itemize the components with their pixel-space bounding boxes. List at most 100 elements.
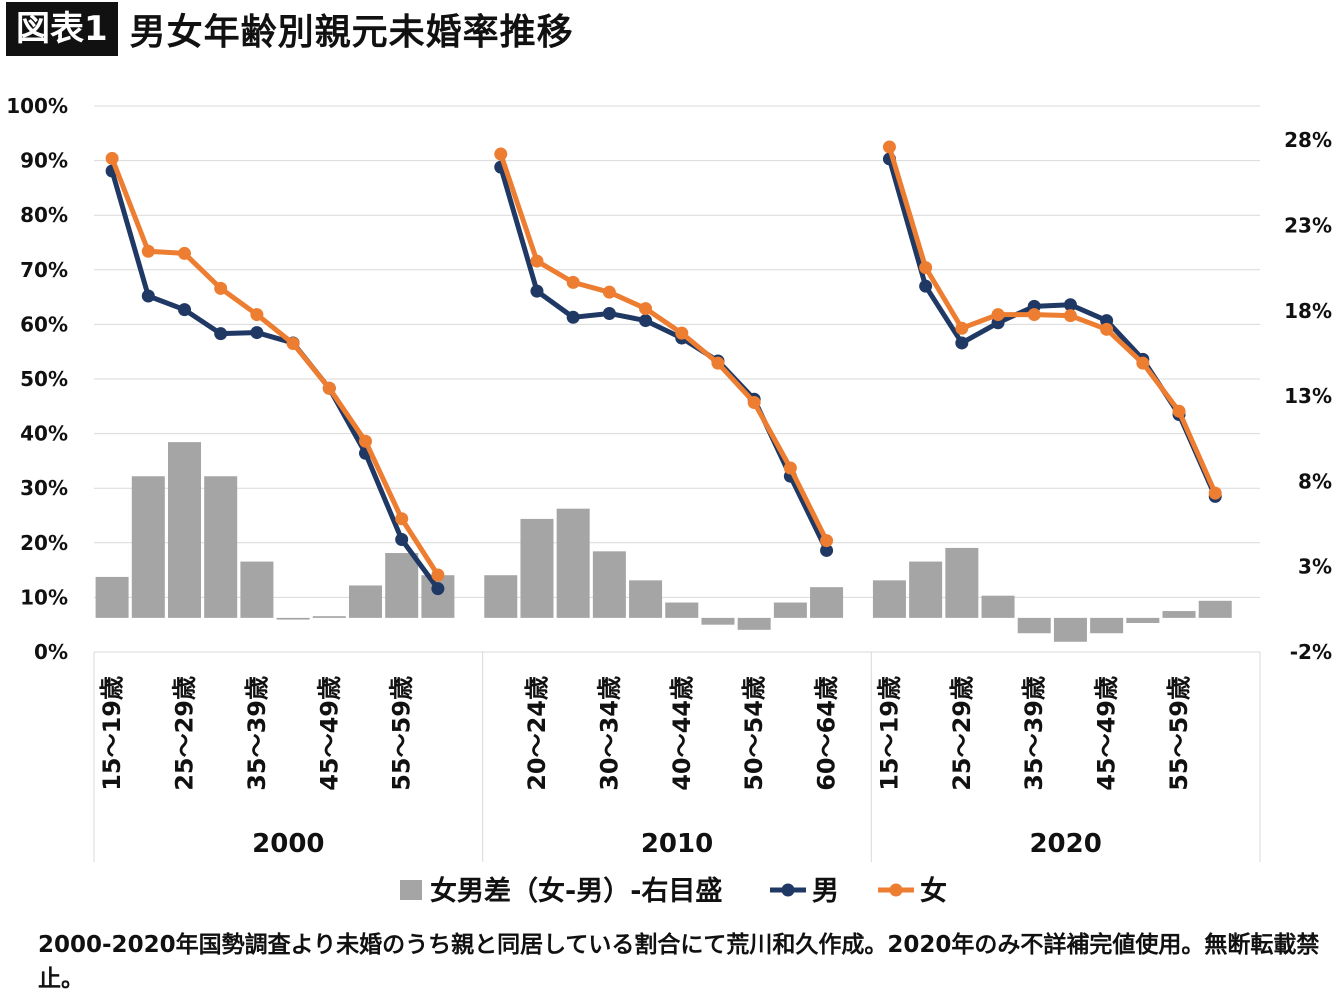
- female-series-line: [109, 157, 441, 577]
- female-point: [602, 285, 616, 299]
- diff-bar: [168, 442, 201, 618]
- x-tick-label: 40～44歳: [668, 676, 696, 791]
- group-year-label: 2010: [641, 829, 713, 859]
- diff-bar: [484, 575, 518, 618]
- male-point: [820, 543, 834, 557]
- female-point: [1136, 356, 1150, 370]
- female-point: [820, 534, 834, 548]
- female-point: [286, 337, 300, 351]
- male-point: [919, 279, 933, 293]
- y-left-tick-label: 60%: [20, 312, 68, 336]
- y-left-tick-label: 40%: [20, 422, 68, 446]
- group-year-label: 2000: [252, 829, 324, 859]
- y-right-tick-label: 8%: [1298, 469, 1332, 493]
- x-tick-label: 35～39歳: [1020, 676, 1048, 791]
- x-tick-label: 25～29歳: [171, 676, 199, 791]
- diff-bar: [520, 518, 554, 618]
- diff-bar: [665, 602, 699, 618]
- male-point: [639, 314, 653, 328]
- y-right-tick-label: 13%: [1284, 384, 1332, 408]
- y-left-tick-label: 70%: [20, 258, 68, 282]
- title-row: 図表1 男女年齢別親元未婚率推移: [0, 0, 574, 58]
- male-series-line: [498, 166, 829, 552]
- male-point: [141, 289, 155, 303]
- figure-label: 図表1: [6, 2, 118, 56]
- female-point: [711, 356, 725, 370]
- y-left-tick-label: 30%: [20, 476, 68, 500]
- female-point: [955, 321, 969, 335]
- diff-bar: [349, 585, 382, 618]
- diff-bar: [945, 547, 979, 618]
- female-point: [566, 275, 580, 289]
- x-tick-label: 15～19歳: [875, 676, 903, 791]
- female-point: [1027, 308, 1041, 322]
- diff-bar: [1053, 617, 1087, 642]
- female-point: [395, 512, 409, 526]
- male-point: [431, 582, 445, 596]
- diff-bar: [701, 617, 735, 625]
- diff-bar: [312, 616, 346, 618]
- y-left-tick-label: 80%: [20, 203, 68, 227]
- female-point: [1063, 309, 1077, 323]
- female-point: [919, 261, 933, 275]
- y-right-tick-label: 3%: [1298, 555, 1332, 579]
- diff-bar: [276, 617, 310, 620]
- female-point: [178, 246, 191, 260]
- female-point: [431, 568, 445, 582]
- female-point: [105, 151, 119, 165]
- female-point: [639, 302, 653, 316]
- diff-bar: [1198, 600, 1232, 618]
- diff-bar: [1017, 617, 1051, 634]
- x-tick-label: 55～59歳: [388, 676, 416, 791]
- diff-bar: [629, 580, 663, 618]
- female-point: [141, 244, 155, 258]
- male-series-line: [109, 170, 440, 591]
- female-point: [675, 326, 689, 340]
- chart-title: 男女年齢別親元未婚率推移: [129, 12, 574, 53]
- male-series-line: [887, 158, 1218, 498]
- y-right-tick-label: 18%: [1284, 299, 1332, 323]
- female-point: [322, 381, 336, 395]
- y-left-tick-label: 90%: [20, 149, 68, 173]
- diff-bar: [95, 576, 129, 618]
- female-point: [747, 395, 761, 409]
- male-point: [955, 336, 969, 350]
- y-right-tick-label: 23%: [1284, 213, 1332, 237]
- legend-label: 女: [920, 875, 947, 907]
- male-point: [214, 327, 228, 341]
- male-point: [566, 310, 580, 324]
- x-tick-label: 20～24歳: [523, 676, 551, 791]
- male-point: [250, 326, 264, 340]
- diff-bar: [1126, 617, 1160, 623]
- diff-bar: [1090, 617, 1124, 634]
- diff-bar: [737, 617, 771, 630]
- diff-bar: [131, 476, 165, 618]
- female-series-line: [498, 153, 829, 542]
- x-tick-label: 60～64歳: [813, 676, 841, 791]
- y-left-tick-label: 10%: [20, 585, 68, 609]
- diff-bar: [810, 587, 844, 618]
- female-point: [1172, 404, 1186, 418]
- diff-bar: [872, 580, 906, 618]
- male-point: [530, 284, 544, 298]
- female-point: [250, 308, 264, 322]
- diff-bar: [1162, 611, 1196, 618]
- female-series-line: [887, 146, 1218, 495]
- legend-swatch-bar: [400, 880, 422, 900]
- diff-bar: [909, 561, 943, 618]
- x-tick-label: 30～34歳: [595, 676, 623, 791]
- diff-bar: [421, 575, 455, 618]
- female-point: [783, 461, 797, 475]
- legend-swatch-marker: [889, 883, 903, 897]
- x-tick-label: 45～49歳: [315, 676, 343, 791]
- female-point: [530, 254, 544, 268]
- y-left-tick-label: 0%: [34, 640, 68, 664]
- footnote: 2000-2020年国勢調査より未婚のうち親と同居している割合にて荒川和久作成。…: [38, 932, 1320, 992]
- x-tick-label: 55～59歳: [1165, 676, 1193, 791]
- legend-label: 男: [812, 876, 839, 907]
- male-point: [1063, 298, 1077, 312]
- legend: 女男差（女-男）-右目盛 男 女: [400, 875, 947, 907]
- female-point: [882, 140, 896, 154]
- x-tick-label: 15～19歳: [98, 676, 126, 791]
- diff-bar: [981, 595, 1015, 618]
